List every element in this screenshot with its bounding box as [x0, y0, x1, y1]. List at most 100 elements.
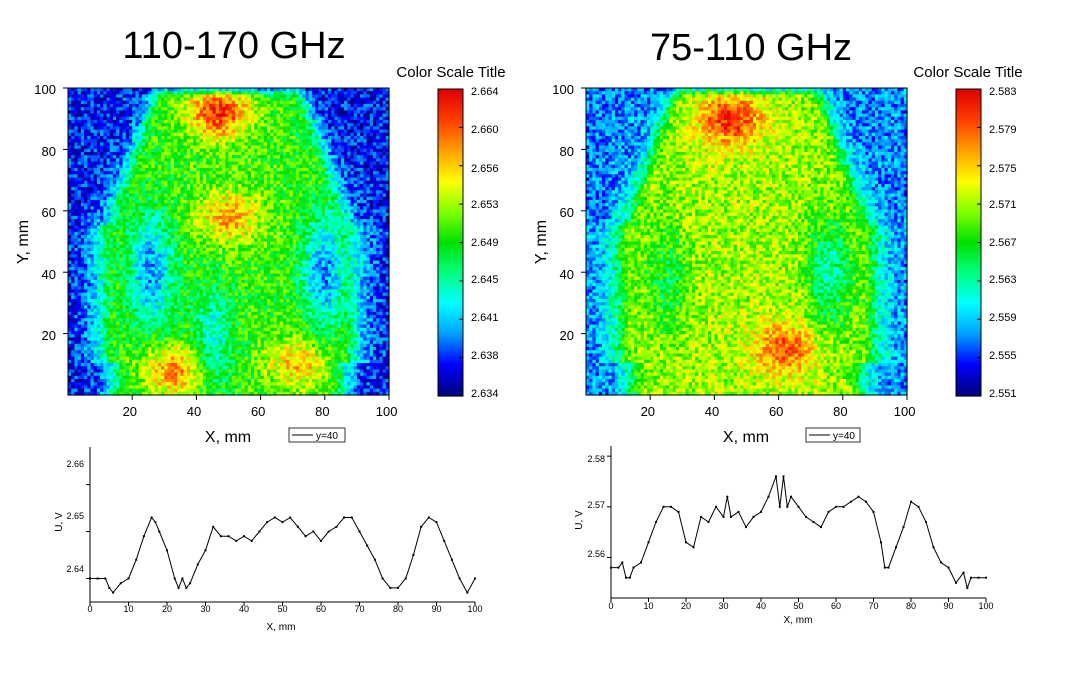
heatmap-cell [145, 219, 149, 223]
heatmap-cell [360, 206, 364, 211]
heatmap-cell [222, 177, 226, 182]
heatmap-cell [340, 129, 345, 134]
heatmap-cell [382, 123, 387, 127]
heatmap-cell [218, 107, 223, 111]
heatmap-cell [93, 107, 98, 111]
heatmap-cell [337, 155, 342, 159]
heatmap-cell [189, 222, 194, 227]
heatmap-cell [189, 212, 194, 217]
heatmap-cell [87, 129, 92, 134]
heatmap-cell [199, 174, 204, 179]
heatmap-cell [315, 119, 319, 124]
heatmap-cell [199, 177, 204, 182]
heatmap-cell [328, 203, 332, 207]
heatmap-cell [369, 203, 374, 207]
heatmap-cell [119, 187, 124, 191]
heatmap-cell [189, 177, 194, 182]
heatmap-cell [263, 110, 268, 115]
heatmap-cell [273, 135, 278, 140]
heatmap-cell [366, 177, 371, 182]
heatmap-cell [183, 215, 188, 220]
heatmap-cell [84, 203, 88, 207]
heatmap-cell [68, 174, 72, 179]
heatmap-cell [173, 97, 178, 102]
heatmap-cell [206, 199, 210, 204]
heatmap-cell [202, 113, 207, 118]
heatmap-cell [77, 206, 82, 211]
heatmap-cell [125, 161, 130, 166]
heatmap-cell [186, 145, 191, 150]
heatmap-cell [212, 164, 217, 169]
heatmap-cell [372, 100, 377, 105]
heatmap-cell [328, 190, 332, 195]
heatmap-cell [305, 190, 310, 195]
heatmap-cell [170, 158, 175, 163]
heatmap-cell [128, 193, 133, 198]
heatmap-cell [218, 222, 223, 227]
heatmap-cell [173, 113, 178, 118]
heatmap-cell [360, 148, 364, 153]
heatmap-cell [328, 123, 332, 127]
heatmap-cell [254, 212, 258, 217]
heatmap-cell [238, 203, 242, 207]
heatmap-cell [337, 199, 342, 204]
heatmap-cell [90, 161, 95, 166]
heatmap-cell [222, 91, 226, 95]
heatmap-cell [87, 132, 92, 137]
heatmap-cell [80, 88, 85, 92]
heatmap-cell [84, 222, 88, 227]
heatmap-cell [199, 123, 204, 127]
heatmap-cell [344, 88, 348, 92]
heatmap-cell [151, 119, 156, 124]
heatmap-cell [353, 180, 358, 185]
heatmap-cell [318, 88, 323, 92]
heatmap-cell [77, 148, 82, 153]
heatmap-cell [250, 103, 255, 108]
heatmap-cell [90, 206, 95, 211]
heatmap-cell [347, 183, 352, 188]
heatmap-cell [154, 145, 159, 150]
heatmap-cell [215, 129, 220, 134]
heatmap-cell [279, 180, 284, 185]
heatmap-cell [189, 206, 194, 211]
heatmap-cell [273, 116, 278, 121]
heatmap-cell [109, 199, 114, 204]
heatmap-cell [106, 91, 111, 95]
heatmap-cell [145, 212, 149, 217]
heatmap-cell [202, 219, 207, 223]
heatmap-cell [80, 151, 85, 156]
heatmap-cell [206, 212, 210, 217]
heatmap-cell [173, 110, 178, 115]
heatmap-cell [71, 164, 76, 169]
heatmap-cell [379, 187, 384, 191]
heatmap-cell [308, 151, 313, 156]
heatmap-cell [215, 151, 220, 156]
heatmap-cell [141, 203, 146, 207]
heatmap-cell [154, 164, 159, 169]
heatmap-cell [238, 88, 242, 92]
heatmap-cell [366, 94, 371, 99]
heatmap-cell [344, 199, 348, 204]
heatmap-cell [299, 180, 303, 185]
heatmap-cell [308, 100, 313, 105]
heatmap-cell [141, 145, 146, 150]
heatmap-cell [109, 94, 114, 99]
heatmap-cell [228, 199, 233, 204]
heatmap-cell [228, 183, 233, 188]
heatmap-cell [347, 113, 352, 118]
heatmap-cell [189, 142, 194, 147]
heatmap-cell [154, 97, 159, 102]
heatmap-cell [164, 100, 169, 105]
heatmap-cell [231, 94, 236, 99]
heatmap-cell [366, 212, 371, 217]
heatmap-cell [315, 209, 319, 214]
heatmap-cell [222, 151, 226, 156]
heatmap-cell [151, 91, 156, 95]
heatmap-cell [344, 107, 348, 111]
heatmap-cell [299, 155, 303, 159]
heatmap-cell [157, 225, 162, 230]
heatmap-cell [202, 155, 207, 159]
heatmap-cell [71, 132, 76, 137]
heatmap-cell [260, 167, 265, 172]
heatmap-cell [299, 174, 303, 179]
